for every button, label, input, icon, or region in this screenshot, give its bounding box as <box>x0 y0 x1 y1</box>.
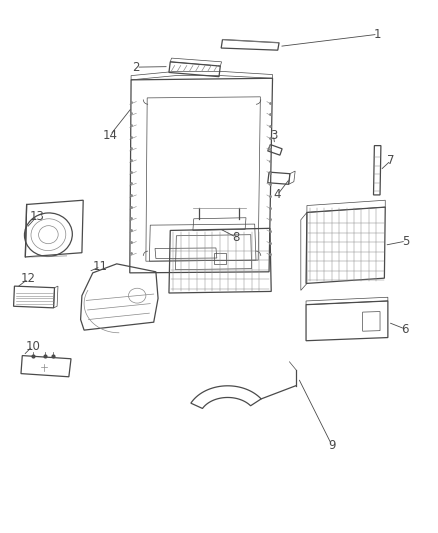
Text: 3: 3 <box>270 128 277 141</box>
Text: 4: 4 <box>274 189 281 201</box>
Text: 12: 12 <box>21 272 36 285</box>
Text: 8: 8 <box>233 231 240 244</box>
Text: 6: 6 <box>402 322 409 336</box>
Text: 2: 2 <box>133 61 140 74</box>
Text: 1: 1 <box>374 28 381 41</box>
Text: 13: 13 <box>30 209 45 223</box>
Text: 9: 9 <box>328 439 336 452</box>
Text: 14: 14 <box>102 128 118 141</box>
Text: 5: 5 <box>403 235 410 247</box>
Text: 11: 11 <box>93 260 108 273</box>
Text: 10: 10 <box>25 340 40 352</box>
Text: 7: 7 <box>387 154 395 167</box>
